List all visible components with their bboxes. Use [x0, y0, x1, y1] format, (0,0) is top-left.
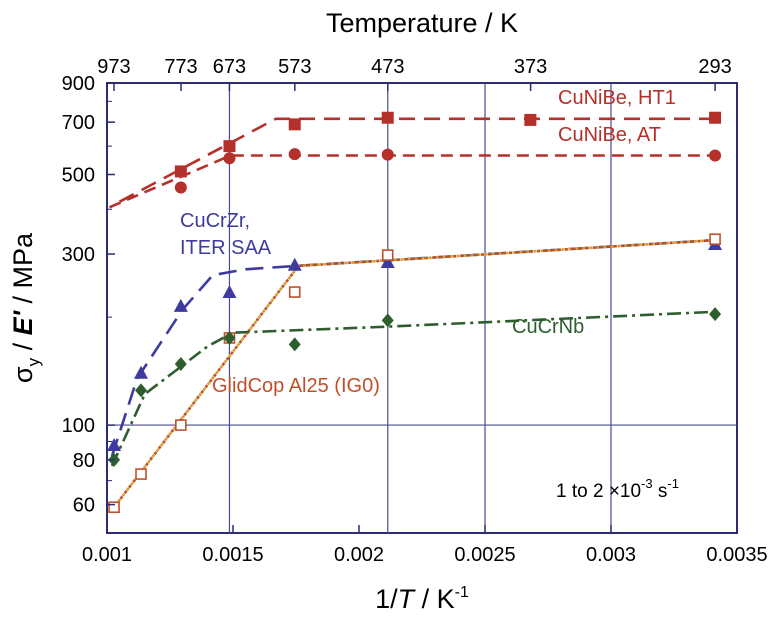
data-point	[381, 313, 394, 328]
fit-line-overlay	[110, 238, 716, 511]
label-cunibe-ht1: CuNiBe, HT1	[558, 87, 676, 109]
series-labels: CuNiBe, HT1 CuNiBe, AT CuCrZr, ITER SAA …	[180, 87, 676, 397]
data-point	[524, 113, 537, 126]
data-point	[709, 111, 722, 124]
data-point	[135, 383, 148, 398]
data-point	[288, 286, 301, 298]
y-axis-title-sub: y	[24, 357, 43, 366]
label-iter-saa: ITER SAA	[180, 237, 272, 259]
label-glidcop: GlidCop Al25 (IG0)	[212, 375, 380, 397]
top-tick-label: 373	[514, 56, 547, 78]
x-axis-title-post: / K	[414, 584, 455, 614]
x-axis-title: 1/T / K-1	[375, 584, 469, 614]
data-point	[709, 149, 722, 162]
x-tick-label: 0.0025	[454, 544, 515, 566]
label-cucrnb: CuCrNb	[512, 316, 584, 338]
grid	[107, 83, 737, 533]
axis-labels: 0.001 0.0015 0.002 0.0025 0.003 0.0035 60 80 100…	[62, 56, 768, 566]
data-point	[709, 307, 722, 322]
data-point	[223, 330, 236, 345]
fit-lines	[108, 117, 716, 511]
y-tick-label: 80	[73, 450, 95, 472]
fit-line	[110, 238, 716, 511]
annotation-sup: -3	[641, 476, 653, 491]
y-tick-label: 100	[62, 415, 95, 437]
top-tick-label: 573	[278, 56, 311, 78]
data-point	[287, 257, 302, 271]
y-axis-title-sep: /	[8, 335, 38, 358]
annotation-text: 1 to 2 ×10	[556, 481, 641, 502]
data-point	[223, 140, 236, 153]
top-tick-label: 773	[164, 56, 197, 78]
x-axis-title-pre: 1/	[375, 584, 398, 614]
fit-line	[110, 238, 716, 457]
label-cunibe-at: CuNiBe, AT	[558, 124, 661, 146]
plot-frame	[106, 82, 738, 534]
data-point	[381, 148, 394, 161]
annotation-unit: s	[653, 481, 668, 502]
top-tick-label: 973	[97, 56, 130, 78]
data-point	[222, 285, 237, 299]
label-cucrzr: CuCrZr,	[180, 210, 250, 232]
data-point	[173, 298, 188, 312]
data-point	[709, 233, 721, 246]
data-point	[288, 148, 301, 161]
y-tick-label: 900	[62, 73, 95, 95]
y-axis-title-sigma: σ	[8, 366, 38, 383]
fit-line	[110, 310, 716, 467]
y-axis-title-italic: E'	[8, 309, 38, 335]
data-point	[380, 255, 395, 269]
y-tick-label: 300	[62, 244, 95, 266]
x-tick-label: 0.003	[586, 544, 636, 566]
x-axis-title-sup: -1	[455, 584, 469, 601]
x-axis-title-italic: T	[398, 584, 417, 614]
x-tick-label: 0.002	[334, 544, 384, 566]
data-point	[175, 419, 187, 431]
y-axis-title-post: / MPa	[8, 232, 38, 311]
fit-line	[118, 117, 716, 203]
data-point	[174, 181, 187, 194]
data-point	[174, 357, 187, 372]
axis-ticks	[106, 82, 738, 533]
data-markers	[107, 111, 723, 514]
data-point	[107, 437, 122, 451]
x-tick-label: 0.0035	[706, 544, 767, 566]
data-point	[223, 152, 236, 165]
data-point	[174, 165, 187, 178]
top-tick-label: 473	[371, 56, 404, 78]
x-tick-label: 0.001	[82, 544, 132, 566]
data-point	[288, 337, 301, 352]
strain-rate-annotation: 1 to 2 ×10-3 s-1	[556, 476, 679, 502]
data-point	[381, 111, 394, 124]
fit-line	[108, 154, 716, 209]
data-point	[288, 118, 301, 131]
data-point	[381, 249, 394, 261]
top-tick-label: 673	[213, 56, 246, 78]
y-axis-title: σy / E' / MPa	[8, 232, 43, 383]
data-point	[134, 365, 149, 379]
data-point	[135, 468, 147, 480]
y-tick-label: 500	[62, 165, 95, 187]
data-point	[108, 501, 120, 514]
top-tick-label: 293	[698, 56, 731, 78]
top-axis-title: Temperature / K	[326, 8, 518, 38]
x-tick-label: 0.0015	[202, 544, 263, 566]
y-tick-label: 60	[73, 495, 95, 517]
y-tick-label: 700	[62, 112, 95, 134]
annotation-unit-sup: -1	[667, 476, 679, 491]
